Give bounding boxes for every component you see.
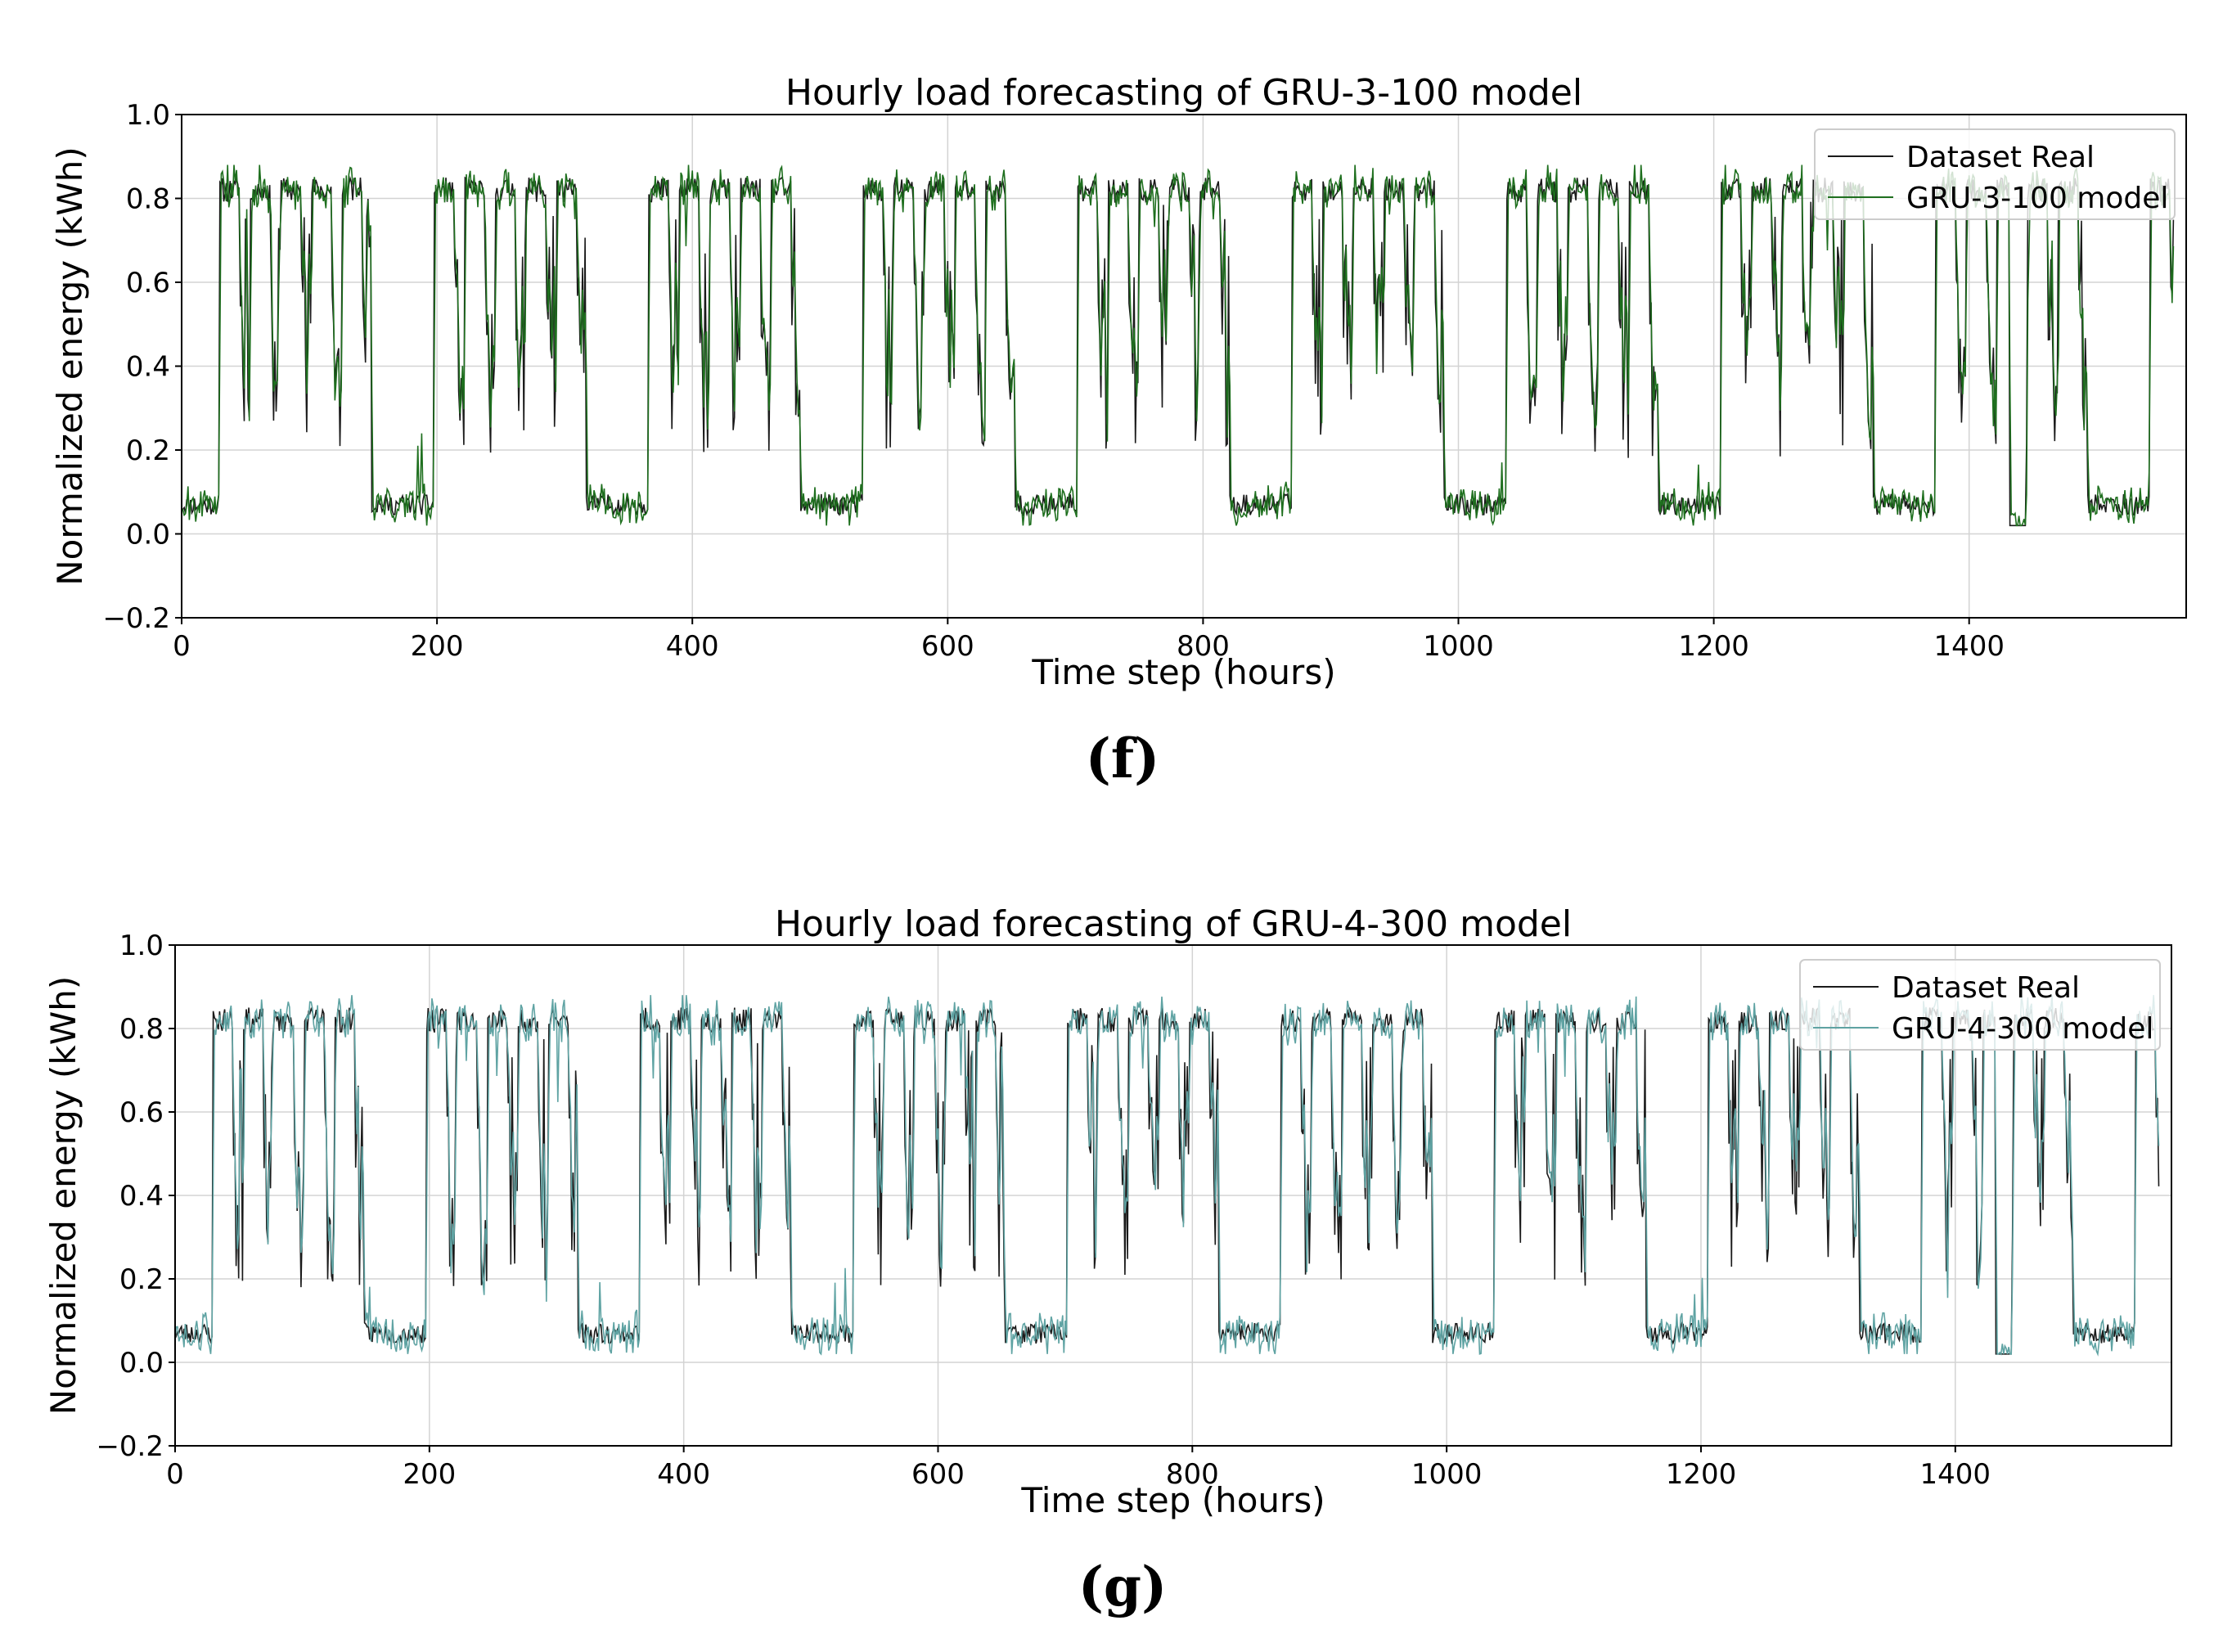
x-tick-label: 400 <box>657 1458 710 1491</box>
legend-box <box>1814 128 2176 220</box>
x-tick-label: 1000 <box>1411 1458 1483 1491</box>
legend[interactable]: Dataset Real GRU-3-100 model <box>1814 128 2176 220</box>
y-tick-label: 0.2 <box>119 1263 164 1296</box>
y-tick-label: 0.6 <box>126 267 170 299</box>
y-axis-label: Normalized energy (kWh) <box>50 146 90 585</box>
y-tick-label: 0.8 <box>126 183 170 216</box>
chart-panel-f: 0 200 400 600 800 1000 1200 1400 −0.2 0.0 0.2 0.4 0.… <box>50 72 2187 790</box>
x-tick-label: 800 <box>1177 630 1230 663</box>
y-tick-label: 0.6 <box>119 1096 164 1129</box>
x-tick-label: 800 <box>1166 1458 1219 1491</box>
x-tick-label: 1400 <box>1920 1458 1991 1491</box>
panel-caption: (g) <box>1078 1555 1168 1618</box>
series-layer <box>174 995 2160 1357</box>
y-tick-label: 0.2 <box>126 434 170 467</box>
y-tick-label: 1.0 <box>126 99 170 132</box>
chart-title: Hourly load forecasting of GRU-3-100 mod… <box>785 72 1582 114</box>
legend-label-real: Dataset Real <box>1906 141 2095 174</box>
legend-label-model: GRU-3-100 model <box>1906 182 2168 215</box>
x-tick-label: 200 <box>411 630 464 663</box>
x-tick-label: 0 <box>173 630 191 663</box>
x-tick-label: 1200 <box>1678 630 1749 663</box>
x-tick-label: 600 <box>911 1458 965 1491</box>
y-tick-label: 0.0 <box>119 1347 164 1380</box>
y-tick-label: −0.2 <box>102 602 170 635</box>
panel-caption: (f) <box>1086 727 1160 790</box>
y-tick-label: 0.8 <box>119 1013 164 1046</box>
x-tick-label: 1200 <box>1666 1458 1737 1491</box>
legend-label-model: GRU-4-300 model <box>1892 1012 2153 1046</box>
x-tick-label: 400 <box>666 630 719 663</box>
x-axis-label: Time step (hours) <box>1020 1480 1325 1520</box>
y-tick-label: 1.0 <box>119 930 164 962</box>
axis-ticks: 0 200 400 600 800 1000 1200 1400 −0.2 0.0 0.2 0.4 0.… <box>102 99 2005 663</box>
axis-ticks: 0 200 400 600 800 1000 1200 1400 −0.2 0.0 0.2 0.4 0.… <box>96 930 1991 1491</box>
series-line-model <box>174 995 2160 1357</box>
legend[interactable]: Dataset Real GRU-4-300 model <box>1799 959 2161 1051</box>
x-tick-label: 1000 <box>1423 630 1494 663</box>
x-tick-label: 200 <box>403 1458 456 1491</box>
legend-box <box>1799 959 2161 1051</box>
y-tick-label: 0.0 <box>126 519 170 551</box>
y-tick-label: 0.4 <box>126 351 170 384</box>
legend-label-real: Dataset Real <box>1892 971 2080 1005</box>
y-tick-label: 0.4 <box>119 1180 164 1213</box>
y-tick-label: −0.2 <box>96 1430 164 1463</box>
x-axis-label: Time step (hours) <box>1031 652 1335 692</box>
x-tick-label: 0 <box>166 1458 184 1491</box>
x-tick-label: 1400 <box>1933 630 2005 663</box>
chart-panel-g: 0 200 400 600 800 1000 1200 1400 −0.2 0.0 0.2 0.4 0.… <box>43 903 2172 1618</box>
y-axis-label: Normalized energy (kWh) <box>43 976 83 1415</box>
chart-title: Hourly load forecasting of GRU-4-300 mod… <box>775 903 1572 945</box>
series-line-model <box>181 164 2175 527</box>
x-tick-label: 600 <box>921 630 974 663</box>
